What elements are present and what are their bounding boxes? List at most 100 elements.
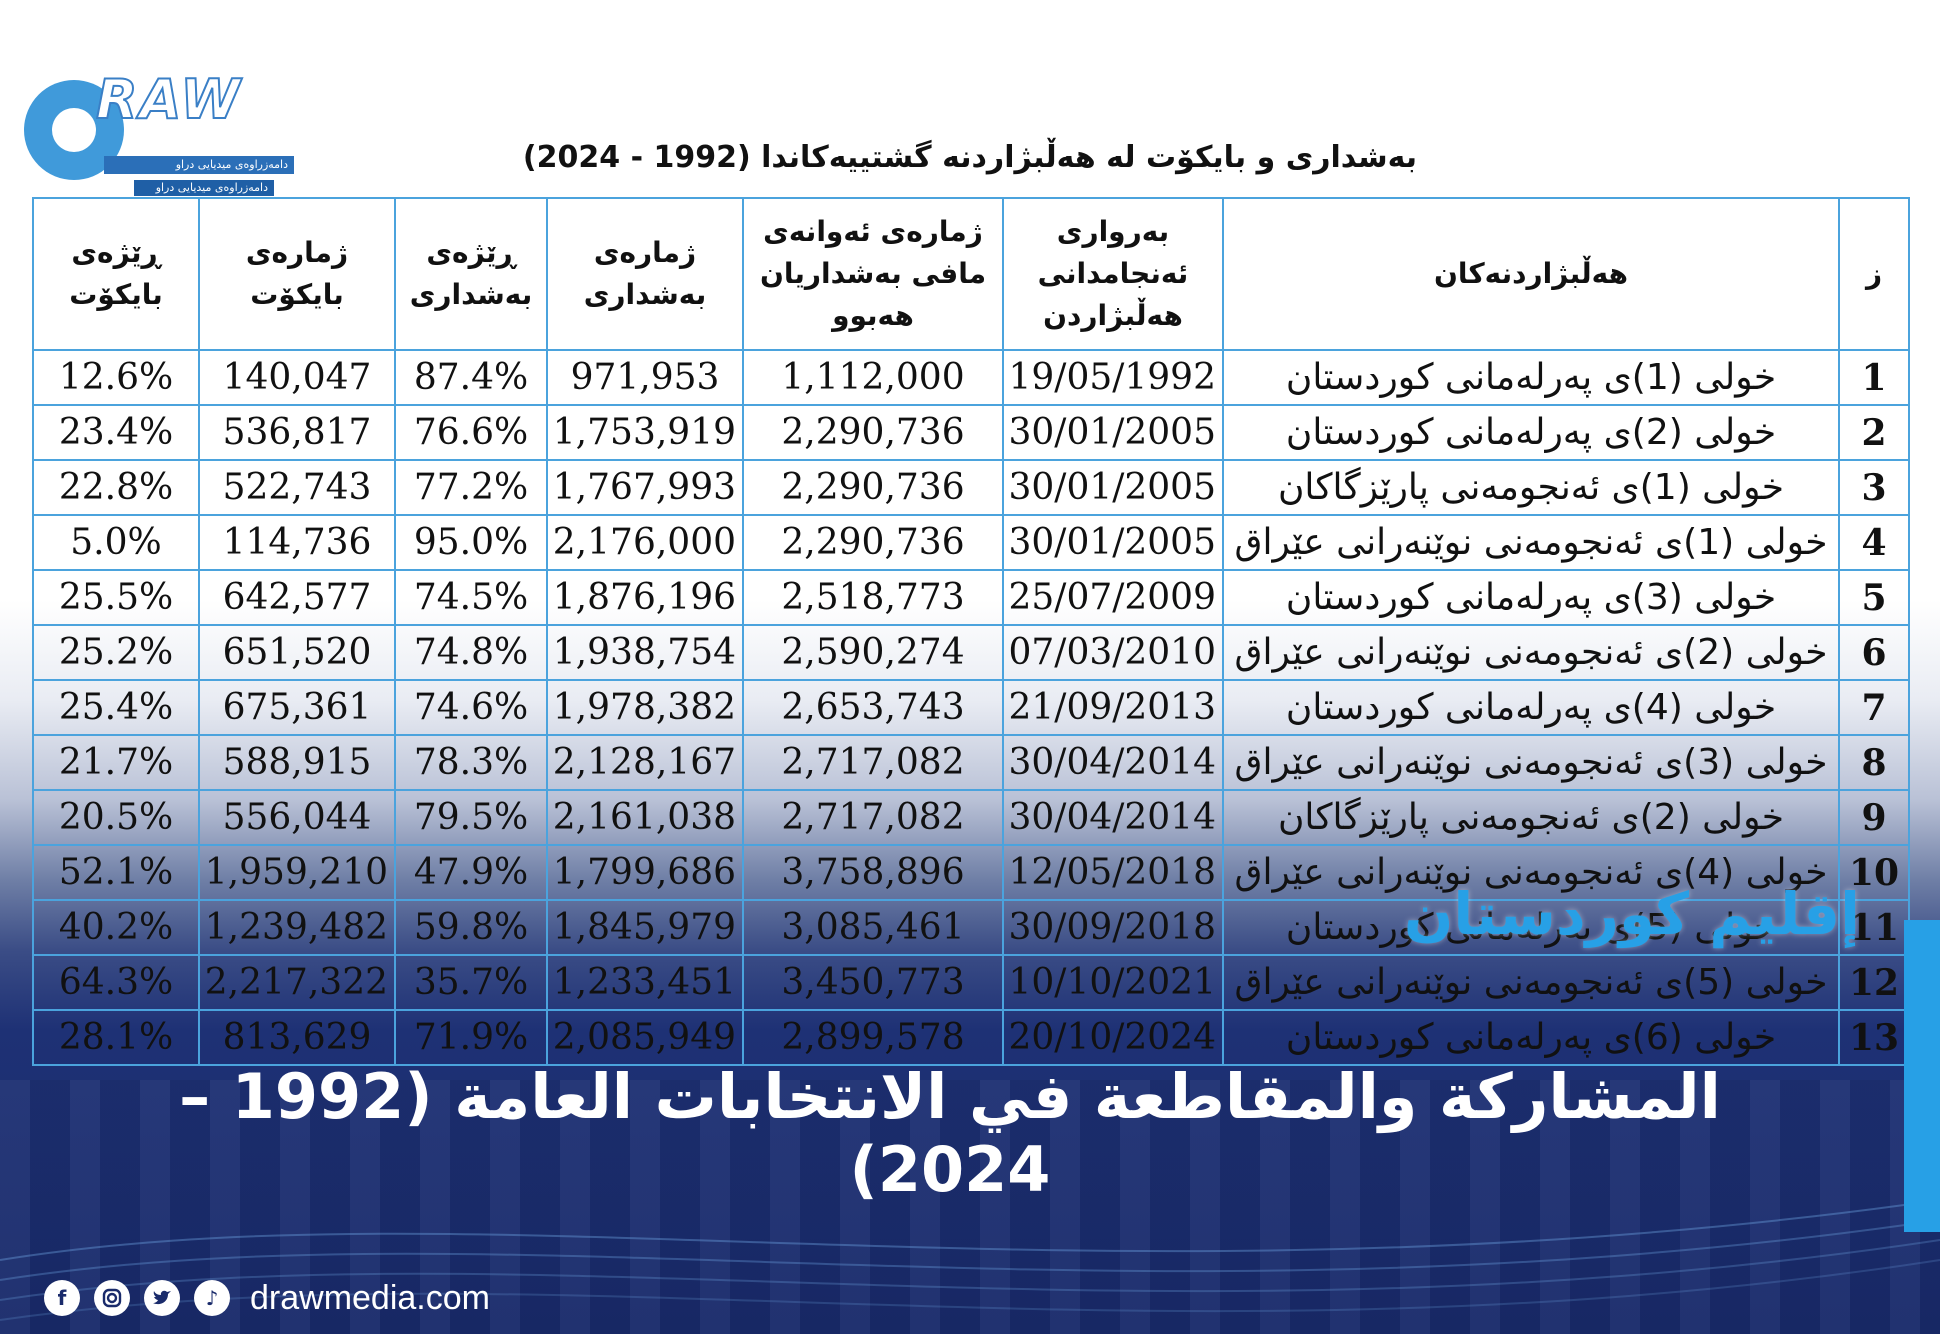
logo-wordmark: RAW <box>95 67 242 132</box>
election-date: 19/05/1992 <box>1002 349 1224 406</box>
header-boycotters: ژمارەی بایكۆت <box>198 197 396 351</box>
boycotters-count: 588,915 <box>198 734 396 791</box>
participants-count: 971,953 <box>546 349 744 406</box>
boycotters-count: 651,520 <box>198 624 396 681</box>
participants-count: 2,161,038 <box>546 789 744 846</box>
participants-count: 1,938,754 <box>546 624 744 681</box>
boycotters-count: 114,736 <box>198 514 396 571</box>
accent-bar <box>1904 920 1940 1232</box>
eligible-voters: 2,290,736 <box>742 514 1004 571</box>
boycott-rate: 23.4% <box>32 404 200 461</box>
election-date: 07/03/2010 <box>1002 624 1224 681</box>
election-name: خولی (1)ی ئەنجومەنی پارێزگاكان <box>1222 459 1840 516</box>
eligible-voters: 2,717,082 <box>742 734 1004 791</box>
table-row: 6 خولی (2)ی ئەنجومەنی نوێنەرانی عێراق 07/0… <box>32 624 1910 681</box>
table-row: 10 خولی (4)ی ئەنجومەنی نوێنەرانی عێراق 12/… <box>32 844 1910 901</box>
row-number: 9 <box>1838 789 1910 846</box>
boycott-rate: 20.5% <box>32 789 200 846</box>
table-row: 11 خولی (5)ی پەرلەمانی كوردستان 30/09/2018… <box>32 899 1910 956</box>
table-row: 4 خولی (1)ی ئەنجومەنی نوێنەرانی عێراق 30/0… <box>32 514 1910 571</box>
election-date: 25/07/2009 <box>1002 569 1224 626</box>
boycott-rate: 22.8% <box>32 459 200 516</box>
participants-count: 2,128,167 <box>546 734 744 791</box>
boycott-rate: 64.3% <box>32 954 200 1011</box>
logo-tagline-bar: دامەزراوەی میدیایی دراو <box>104 156 294 174</box>
header-election: هەڵبژاردنەكان <box>1222 197 1840 351</box>
participants-count: 1,233,451 <box>546 954 744 1011</box>
boycotters-count: 675,361 <box>198 679 396 736</box>
boycotters-count: 556,044 <box>198 789 396 846</box>
table-row: 1 خولی (1)ی پەرلەمانی كوردستان 19/05/1992 1… <box>32 349 1910 406</box>
participation-rate: 95.0% <box>394 514 548 571</box>
row-number: 4 <box>1838 514 1910 571</box>
table-row: 5 خولی (3)ی پەرلەمانی كوردستان 25/07/2009 2… <box>32 569 1910 626</box>
eligible-voters: 2,590,274 <box>742 624 1004 681</box>
participants-count: 1,845,979 <box>546 899 744 956</box>
boycott-rate: 25.5% <box>32 569 200 626</box>
boycott-rate: 12.6% <box>32 349 200 406</box>
table-row: 2 خولی (2)ی پەرلەمانی كوردستان 30/01/2005 2… <box>32 404 1910 461</box>
row-number: 12 <box>1838 954 1910 1011</box>
twitter-icon[interactable] <box>144 1280 180 1316</box>
participation-rate: 74.6% <box>394 679 548 736</box>
table-row: 3 خولی (1)ی ئەنجومەنی پارێزگاكان 30/01/200… <box>32 459 1910 516</box>
table-row: 8 خولی (3)ی ئەنجومەنی نوێنەرانی عێراق 30/0… <box>32 734 1910 791</box>
boycotters-count: 813,629 <box>198 1009 396 1066</box>
region-subtitle: إقليم كوردستان <box>1403 880 1860 948</box>
draw-logo: RAW دامەزراوەی میدیایی دراو دامەزراوەی م… <box>24 40 344 196</box>
instagram-icon[interactable] <box>94 1280 130 1316</box>
election-date: 20/10/2024 <box>1002 1009 1224 1066</box>
participation-rate: 71.9% <box>394 1009 548 1066</box>
election-name: خولی (2)ی ئەنجومەنی نوێنەرانی عێراق <box>1222 624 1840 681</box>
eligible-voters: 2,899,578 <box>742 1009 1004 1066</box>
facebook-icon[interactable]: f <box>44 1280 80 1316</box>
election-name: خولی (3)ی پەرلەمانی كوردستان <box>1222 569 1840 626</box>
election-date: 30/09/2018 <box>1002 899 1224 956</box>
participants-count: 2,176,000 <box>546 514 744 571</box>
participants-count: 1,978,382 <box>546 679 744 736</box>
election-date: 30/01/2005 <box>1002 514 1224 571</box>
wave-lines-decoration <box>0 1199 1940 1321</box>
election-name: خولی (5)ی ئەنجومەنی نوێنەرانی عێراق <box>1222 954 1840 1011</box>
boycott-rate: 52.1% <box>32 844 200 901</box>
boycotters-count: 2,217,322 <box>198 954 396 1011</box>
eligible-voters: 1,112,000 <box>742 349 1004 406</box>
row-number: 13 <box>1838 1009 1910 1066</box>
eligible-voters: 3,450,773 <box>742 954 1004 1011</box>
boycotters-count: 1,959,210 <box>198 844 396 901</box>
boycotters-count: 522,743 <box>198 459 396 516</box>
election-date: 30/01/2005 <box>1002 404 1224 461</box>
participation-rate: 79.5% <box>394 789 548 846</box>
header-boycott-rate: ڕێژەی بایكۆت <box>32 197 200 351</box>
header-participants: ژمارەی بەشداری <box>546 197 744 351</box>
boycotters-count: 642,577 <box>198 569 396 626</box>
boycott-rate: 40.2% <box>32 899 200 956</box>
election-name: خولی (5)ی پەرلەمانی كوردستان <box>1222 899 1840 956</box>
eligible-voters: 2,717,082 <box>742 789 1004 846</box>
election-date: 30/04/2014 <box>1002 789 1224 846</box>
eligible-voters: 3,758,896 <box>742 844 1004 901</box>
participation-rate: 77.2% <box>394 459 548 516</box>
boycott-rate: 25.2% <box>32 624 200 681</box>
participation-rate: 74.8% <box>394 624 548 681</box>
website-link[interactable]: drawmedia.com <box>250 1278 490 1317</box>
tiktok-icon[interactable]: ♪ <box>194 1280 230 1316</box>
participants-count: 1,767,993 <box>546 459 744 516</box>
row-number: 11 <box>1838 899 1910 956</box>
header-no: ز <box>1838 197 1910 351</box>
election-date: 30/01/2005 <box>1002 459 1224 516</box>
boycott-rate: 5.0% <box>32 514 200 571</box>
row-number: 7 <box>1838 679 1910 736</box>
election-date: 10/10/2021 <box>1002 954 1224 1011</box>
table-row: 12 خولی (5)ی ئەنجومەنی نوێنەرانی عێراق 10/… <box>32 954 1910 1011</box>
footer: f ♪ drawmedia.com <box>44 1276 490 1320</box>
participation-rate: 59.8% <box>394 899 548 956</box>
election-date: 30/04/2014 <box>1002 734 1224 791</box>
background-texture <box>0 1080 1940 1334</box>
boycott-rate: 28.1% <box>32 1009 200 1066</box>
header-participation-rate: ڕێژەی بەشداری <box>394 197 548 351</box>
row-number: 6 <box>1838 624 1910 681</box>
participants-count: 1,876,196 <box>546 569 744 626</box>
table-header-row: ز هەڵبژاردنەكان بەرواری ئەنجامدانی هەڵبژ… <box>32 197 1910 351</box>
row-number: 3 <box>1838 459 1910 516</box>
